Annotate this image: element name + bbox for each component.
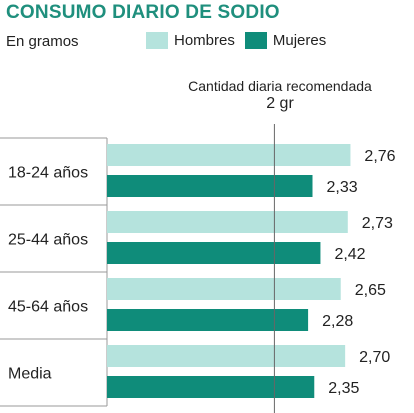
data-label: 2,76 (364, 148, 395, 165)
data-label: 2,28 (322, 313, 353, 330)
legend-swatch-mujeres (244, 32, 267, 49)
chart-title: CONSUMO DIARIO DE SODIO (6, 2, 280, 23)
legend-label-mujeres: Mujeres (272, 32, 327, 49)
bar-hombres (107, 144, 351, 166)
category-label: 18-24 años (8, 165, 88, 182)
category-label: 45-64 años (8, 299, 88, 316)
data-label: 2,70 (359, 349, 390, 366)
legend-swatch-hombres (146, 32, 168, 49)
data-label: 2,42 (334, 246, 365, 263)
bar-mujeres (107, 242, 321, 264)
legend-entry-hombres: Hombres (146, 32, 235, 49)
category-label: Media (8, 366, 52, 383)
legend: Hombres Mujeres (146, 32, 336, 49)
reference-value-label: 2 gr (266, 95, 294, 112)
bar-mujeres (107, 376, 315, 398)
bar-hombres (107, 278, 341, 300)
data-label: 2,35 (328, 380, 359, 397)
legend-entry-mujeres: Mujeres (244, 32, 327, 49)
data-label: 2,33 (327, 179, 358, 196)
reference-label: Cantidad diaria recomendada (188, 78, 372, 94)
data-label: 2,73 (362, 215, 393, 232)
bar-mujeres (107, 175, 313, 197)
bar-hombres (107, 345, 346, 367)
bar-mujeres (107, 309, 309, 331)
legend-label-hombres: Hombres (174, 32, 235, 49)
data-label: 2,65 (355, 282, 386, 299)
reference-annotation: Cantidad diaria recomendada 2 gr (160, 78, 400, 112)
category-label: 25-44 años (8, 232, 88, 249)
chart-subtitle: En gramos (6, 33, 79, 50)
bar-hombres (107, 211, 348, 233)
